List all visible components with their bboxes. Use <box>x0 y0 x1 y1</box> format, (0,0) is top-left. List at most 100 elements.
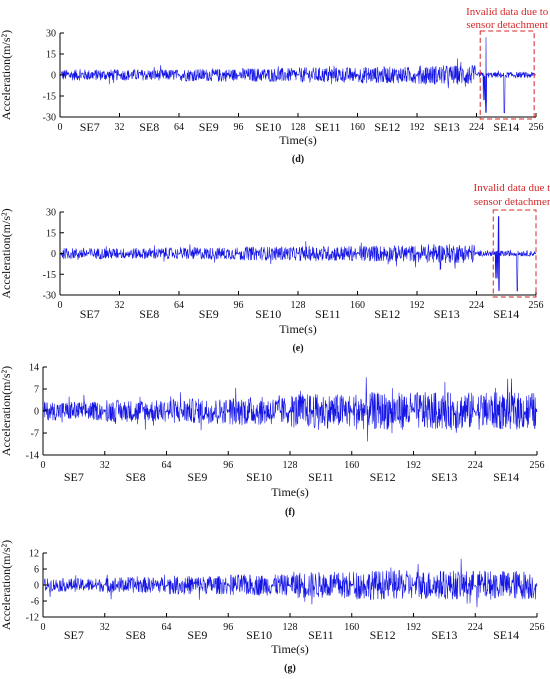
signal-line <box>42 377 538 442</box>
x-tick-label: 256 <box>529 300 544 311</box>
segment-label: SE13 <box>431 628 457 642</box>
series-trace <box>59 216 537 292</box>
y-tick-label: 7 <box>34 385 39 396</box>
y-tick-label: 12 <box>29 549 39 560</box>
y-tick-label: -12 <box>26 613 39 624</box>
invalid-data-box <box>492 209 537 298</box>
panel-caption: (d) <box>292 154 304 165</box>
segment-label: SE13 <box>431 470 457 484</box>
annotation-line1: Invalid data due to <box>474 182 550 194</box>
segment-label: SE14 <box>493 120 519 134</box>
x-tick-label: 224 <box>468 460 483 471</box>
x-tick-label: 96 <box>234 122 244 133</box>
segment-label: SE14 <box>493 628 519 642</box>
segment-label: SE12 <box>370 628 396 642</box>
segment-label: SE8 <box>126 628 146 642</box>
y-tick-label: 0 <box>34 581 39 592</box>
y-tick-label: -15 <box>43 270 56 281</box>
y-axis-title: Acceleration(m/s²) <box>0 208 13 298</box>
x-tick-label: 0 <box>58 300 63 311</box>
x-tick-label: 192 <box>406 622 421 633</box>
y-tick-label: 0 <box>34 407 39 418</box>
panel-e: -30 -15 0 15 30 0 32 64 96 128 160 192 224 256 SE7 SE8 S… <box>0 182 550 354</box>
segment-label: SE10 <box>246 470 272 484</box>
annotation-line2: sensor detachment <box>474 196 550 208</box>
signal-line <box>59 216 537 292</box>
y-tick-label: -7 <box>31 429 39 440</box>
x-tick-label: 128 <box>291 122 306 133</box>
segment-label: SE11 <box>315 120 341 134</box>
y-tick-label: 6 <box>34 565 39 576</box>
segment-label: SE11 <box>308 470 334 484</box>
x-tick-label: 0 <box>58 122 63 133</box>
x-axis-title: Time(s) <box>279 322 317 336</box>
x-tick-label: 192 <box>406 460 421 471</box>
segment-label: SE14 <box>493 470 519 484</box>
x-tick-label: 160 <box>344 460 359 471</box>
series-trace <box>42 377 538 442</box>
segment-label: SE9 <box>199 307 219 321</box>
x-tick-label: 64 <box>162 622 172 633</box>
segment-label: SE13 <box>434 120 460 134</box>
panel-d: -30 -15 0 15 30 0 32 64 96 128 160 192 224 256 SE7 SE8 S… <box>0 6 549 165</box>
x-tick-label: 160 <box>350 122 365 133</box>
x-tick-label: 0 <box>41 622 46 633</box>
y-tick-label: 30 <box>46 29 56 40</box>
panel-caption: (g) <box>284 663 296 674</box>
segment-label: SE9 <box>199 120 219 134</box>
x-axis-title: Time(s) <box>271 485 309 499</box>
y-tick-label: 30 <box>46 208 56 219</box>
x-tick-label: 0 <box>41 460 46 471</box>
y-axis-title: Acceleration(m/s²) <box>0 540 13 630</box>
segment-label: SE12 <box>374 307 400 321</box>
segment-label: SE7 <box>64 628 84 642</box>
panel-caption: (e) <box>292 343 303 354</box>
x-tick-label: 128 <box>283 622 298 633</box>
segment-label: SE10 <box>246 628 272 642</box>
y-axis-title: Acceleration(m/s²) <box>0 30 13 120</box>
y-tick-label: -15 <box>43 92 56 103</box>
segment-label: SE7 <box>80 307 100 321</box>
y-tick-label: -6 <box>31 597 39 608</box>
x-tick-label: 256 <box>529 122 544 133</box>
segment-label: SE14 <box>493 307 519 321</box>
segment-label: SE9 <box>187 470 207 484</box>
x-tick-label: 256 <box>530 460 545 471</box>
x-tick-label: 128 <box>283 460 298 471</box>
segment-label: SE8 <box>139 120 159 134</box>
panel-f: -14 -7 0 7 14 0 32 64 96 128 160 192 224 256 SE7 SE8 SE9… <box>0 363 545 519</box>
y-tick-label: -30 <box>43 291 56 302</box>
y-tick-label: 0 <box>51 249 56 260</box>
segment-label: SE11 <box>315 307 341 321</box>
panel-caption: (f) <box>285 507 295 518</box>
signal-line <box>59 37 537 114</box>
x-tick-label: 64 <box>162 460 172 471</box>
x-tick-label: 96 <box>223 460 233 471</box>
x-tick-label: 96 <box>234 300 244 311</box>
y-tick-label: 15 <box>46 228 56 239</box>
x-tick-label: 64 <box>174 122 184 133</box>
segment-label: SE7 <box>64 470 84 484</box>
x-tick-label: 64 <box>174 300 184 311</box>
x-tick-label: 224 <box>469 122 484 133</box>
segment-label: SE8 <box>126 470 146 484</box>
segment-label: SE11 <box>308 628 334 642</box>
y-axis-title: Acceleration(m/s²) <box>0 366 13 456</box>
x-tick-label: 32 <box>115 122 125 133</box>
y-tick-label: -14 <box>26 451 39 462</box>
x-tick-label: 256 <box>530 622 545 633</box>
y-tick-label: -30 <box>43 113 56 124</box>
series-trace <box>42 558 538 608</box>
x-tick-label: 224 <box>468 622 483 633</box>
x-axis-title: Time(s) <box>271 642 309 656</box>
segment-label: SE10 <box>255 307 281 321</box>
x-tick-label: 192 <box>410 300 425 311</box>
x-tick-label: 32 <box>100 460 110 471</box>
series-trace <box>59 37 537 114</box>
invalid-data-box <box>479 30 535 120</box>
y-tick-label: 15 <box>46 50 56 61</box>
y-tick-label: 14 <box>29 363 39 374</box>
segment-label: SE7 <box>80 120 100 134</box>
x-tick-label: 192 <box>410 122 425 133</box>
